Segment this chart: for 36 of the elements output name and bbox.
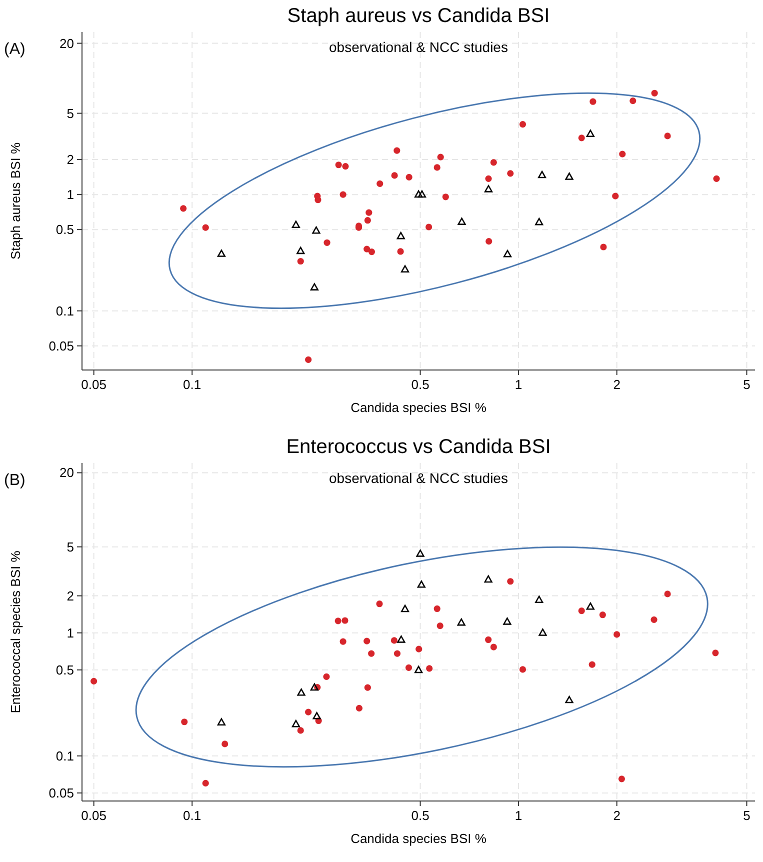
x-tick-label: 5 — [743, 377, 750, 392]
x-tick-label: 0.1 — [183, 808, 202, 823]
y-axis-title: Staph aureus BSI % — [8, 142, 23, 260]
x-tick-label: 1 — [514, 377, 522, 392]
chart-title: Staph aureus vs Candida BSI — [287, 5, 550, 27]
text: (B) — [4, 472, 26, 489]
x-tick-label: 5 — [743, 808, 750, 823]
x-tick-label: 0.05 — [81, 808, 106, 823]
y-tick-label: 2 — [66, 152, 74, 168]
y-tick-label: 0.1 — [56, 748, 74, 764]
y-tick-label: 5 — [66, 539, 74, 554]
x-tick-label: 1 — [514, 808, 522, 823]
x-tick-label: 0.5 — [411, 808, 430, 823]
y-tick-label: 5 — [66, 106, 74, 121]
y-tick-label: 20 — [60, 36, 74, 51]
y-tick-label: 1 — [66, 187, 74, 202]
y-tick-label: 1 — [66, 625, 74, 640]
y-tick-label: 0.5 — [56, 662, 74, 678]
x-tick-label: 0.5 — [411, 377, 430, 392]
x-tick-label: 0.1 — [183, 377, 202, 392]
chart-title: Enterococcus vs Candida BSI — [286, 436, 551, 458]
y-axis-title: Enterococcal species BSI % — [8, 550, 23, 714]
y-tick-label: 2 — [66, 588, 74, 604]
x-axis-title: Candida species BSI % — [350, 400, 487, 415]
y-tick-label: 0.05 — [48, 785, 74, 800]
y-tick-label: 0.05 — [48, 338, 74, 354]
text: (A) — [4, 41, 26, 58]
x-tick-label: 2 — [613, 808, 620, 823]
x-tick-label: 2 — [613, 377, 620, 392]
y-tick-label: 0.1 — [56, 303, 74, 318]
x-axis-title: Candida species BSI % — [350, 831, 487, 846]
text: observational & NCC studies — [329, 470, 508, 486]
y-tick-label: 0.5 — [56, 222, 74, 238]
x-tick-label: 0.05 — [81, 377, 106, 392]
text: observational & NCC studies — [329, 39, 508, 55]
y-tick-label: 20 — [60, 465, 74, 480]
